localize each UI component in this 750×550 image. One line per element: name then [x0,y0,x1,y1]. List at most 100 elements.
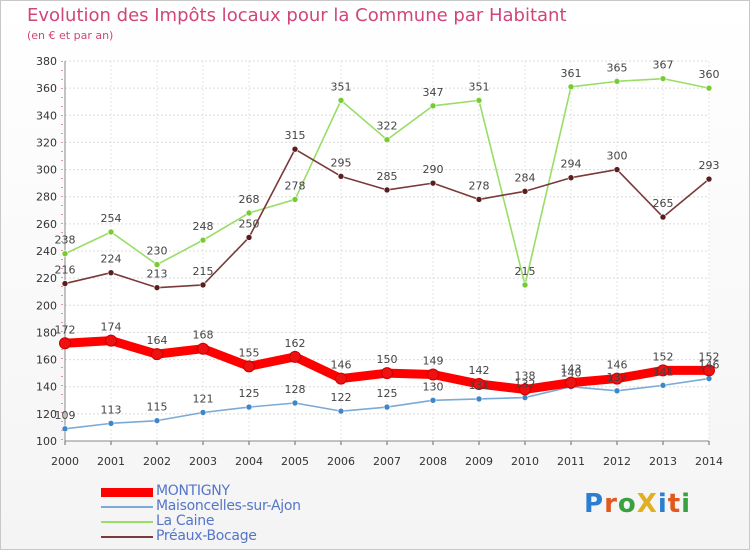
data-label-0: 142 [469,364,490,377]
data-point-2 [245,209,253,217]
data-point-2 [521,281,529,289]
data-point-0 [703,364,715,377]
data-point-1 [245,403,253,411]
data-label-1: 109 [55,409,76,422]
data-point-3 [521,187,529,195]
data-label-0: 162 [285,337,306,350]
data-point-3 [337,173,345,180]
data-label-3: 285 [377,170,398,183]
data-label-3: 315 [285,129,306,142]
data-label-3: 224 [101,253,122,266]
data-point-3 [659,213,667,221]
legend-swatch-maisoncelles [101,506,153,508]
y-tick-label: 220 [36,272,57,285]
data-label-2: 347 [423,86,444,99]
data-point-2 [383,136,391,144]
x-tick-label: 2013 [649,455,677,468]
data-point-3 [383,186,391,194]
legend-label-montigny: MONTIGNY [156,483,230,499]
data-point-2 [567,83,575,91]
data-point-1 [107,420,115,427]
data-label-2: 268 [239,193,260,206]
data-point-3 [199,281,207,289]
data-point-1 [521,394,529,401]
data-point-3 [245,234,253,241]
data-label-2: 215 [515,265,536,278]
data-label-0: 146 [331,359,352,372]
data-point-2 [153,261,161,268]
x-tick-label: 2014 [695,455,723,468]
data-label-1: 146 [699,359,720,372]
y-tick-label: 180 [36,326,57,339]
data-point-2 [61,250,69,258]
data-point-0 [565,376,577,389]
x-tick-label: 2007 [373,455,401,468]
y-tick-label: 140 [36,381,57,394]
data-label-2: 278 [285,179,306,192]
data-point-1 [383,403,391,411]
data-point-0 [243,360,255,373]
data-label-0: 168 [193,329,214,342]
data-label-2: 238 [55,234,76,247]
data-label-1: 140 [561,367,582,380]
data-label-1: 125 [377,387,398,400]
data-point-0 [59,337,71,350]
x-tick-label: 2003 [189,455,217,468]
x-tick-label: 2012 [603,455,631,468]
data-label-3: 216 [55,264,76,277]
data-point-0 [105,334,117,347]
data-point-0 [519,383,531,396]
data-label-0: 149 [423,355,444,368]
data-label-2: 361 [561,67,582,80]
y-tick-label: 340 [36,109,57,122]
data-label-0: 152 [699,350,720,363]
y-tick-label: 260 [36,218,57,231]
data-point-3 [291,145,299,153]
data-point-2 [291,196,299,203]
x-tick-label: 2006 [327,455,355,468]
legend-label-maisoncelles: Maisoncelles-sur-Ajon [156,498,301,514]
proxiti-logo: ProXiti [584,489,692,519]
y-tick-label: 280 [36,191,57,204]
data-point-1 [337,407,345,415]
data-label-3: 278 [469,179,490,192]
data-point-3 [613,166,621,173]
data-point-0 [151,348,163,361]
data-point-1 [613,387,621,395]
legend-swatch-la-caine [101,521,153,523]
data-point-3 [705,175,713,183]
data-point-3 [475,196,483,203]
data-point-3 [429,179,437,187]
x-tick-label: 2010 [511,455,539,468]
data-label-1: 132 [515,378,536,391]
y-tick-label: 320 [36,136,57,149]
data-label-2: 254 [101,212,122,225]
data-label-2: 351 [469,80,490,93]
data-label-2: 322 [377,120,398,133]
data-label-3: 300 [607,150,628,163]
data-point-3 [567,174,575,182]
legend-swatch-montigny [101,488,153,497]
data-label-0: 164 [147,334,168,347]
data-label-3: 284 [515,171,536,184]
page-subtitle: (en € et par an) [27,29,114,42]
data-point-0 [611,372,623,385]
data-point-0 [657,364,669,377]
data-label-1: 113 [101,403,122,416]
x-tick-label: 2000 [51,455,79,468]
data-label-3: 213 [147,268,168,281]
legend-swatch-preaux-bocage [101,536,153,538]
data-point-2 [613,78,621,85]
x-tick-label: 2009 [465,455,493,468]
data-point-2 [705,84,713,92]
data-label-1: 128 [285,383,306,396]
data-point-0 [289,350,301,363]
data-point-0 [335,372,347,385]
y-tick-label: 240 [36,245,57,258]
data-point-3 [61,280,69,287]
data-label-0: 150 [377,353,398,366]
data-point-3 [107,269,115,277]
data-label-1: 115 [147,401,168,414]
data-label-3: 294 [561,158,582,171]
data-label-0: 146 [607,359,628,372]
